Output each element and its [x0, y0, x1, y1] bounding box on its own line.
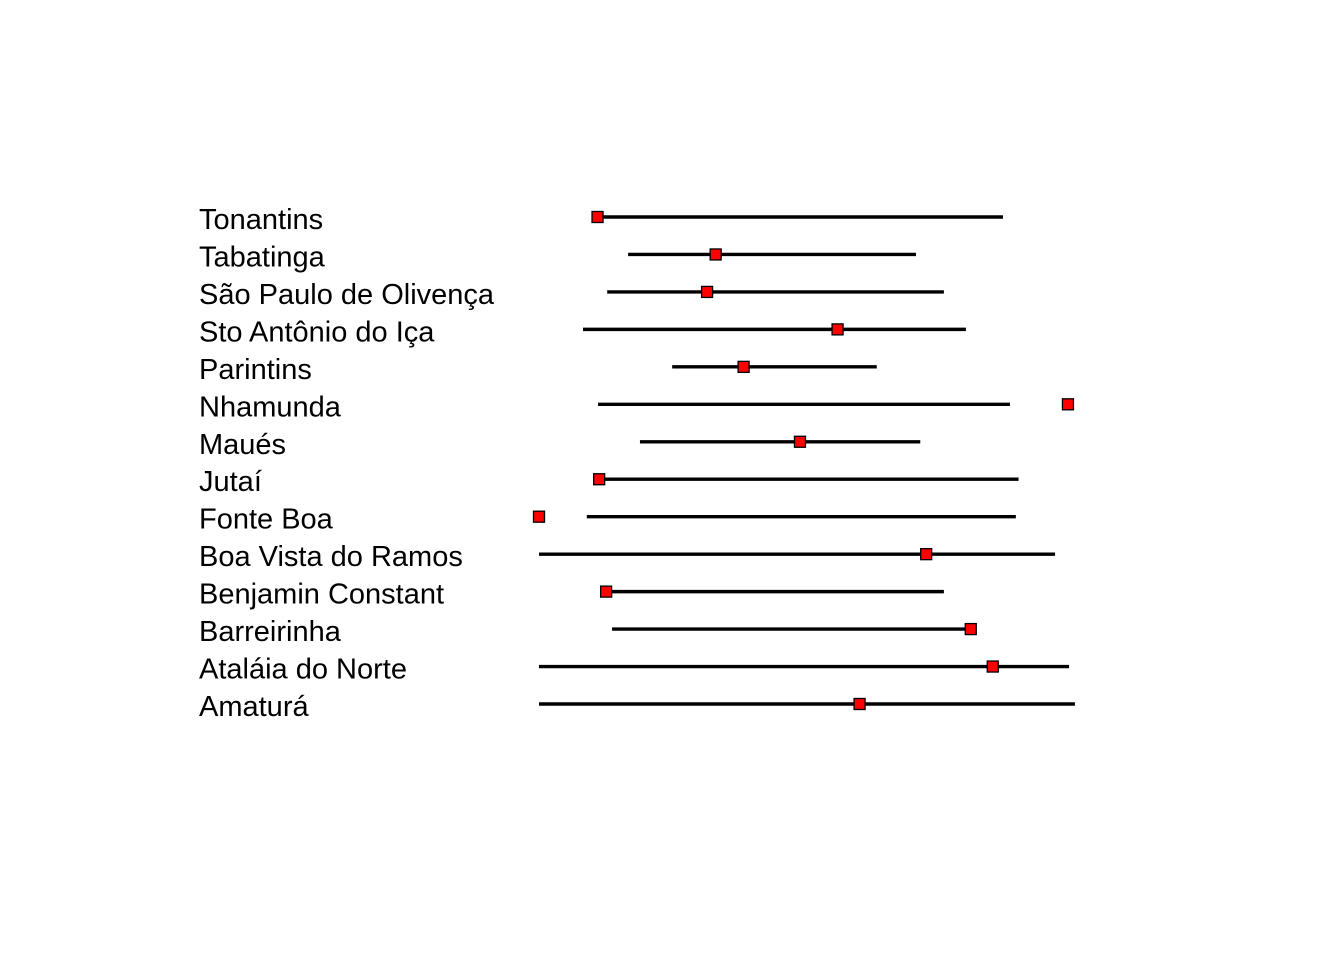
point-estimate-marker: [591, 210, 604, 224]
row-label: Sto Antônio do Iça: [199, 316, 435, 348]
point-estimate-marker: [700, 285, 714, 299]
row-label: Benjamin Constant: [199, 579, 444, 611]
interval-lines: [539, 215, 1075, 706]
point-estimate-marker: [964, 622, 977, 636]
row-label: Parintins: [199, 354, 312, 386]
row-label: Fonte Boa: [199, 504, 334, 536]
point-estimate-marker: [532, 510, 546, 523]
row-label: Tonantins: [199, 204, 323, 236]
point-estimate-marker: [831, 323, 844, 336]
row-label: Amaturá: [199, 691, 309, 723]
point-estimate-marker: [592, 473, 606, 486]
point-estimate-marker: [599, 585, 613, 598]
point-estimate-marker: [793, 435, 807, 448]
point-estimate-marker: [853, 697, 866, 711]
point-estimate-marker: [709, 248, 722, 261]
point-estimate-marker: [986, 660, 999, 673]
point-estimate-marker: [737, 360, 750, 373]
row-label: Ataláia do Norte: [199, 654, 407, 686]
row-label: Nhamunda: [199, 391, 342, 423]
row-label: Maués: [199, 429, 286, 461]
point-estimate-marker: [1061, 398, 1075, 411]
point-estimate-marker: [920, 548, 933, 561]
row-labels: Tonantins Tabatinga São Paulo de Olivença S…: [199, 204, 495, 723]
row-label: Tabatinga: [199, 241, 326, 273]
row-label: Boa Vista do Ramos: [199, 541, 463, 573]
row-label: São Paulo de Olivença: [199, 279, 495, 311]
row-label: Barreirinha: [199, 616, 342, 648]
row-label: Jutaí: [199, 466, 262, 498]
point-estimates: [532, 210, 1075, 711]
